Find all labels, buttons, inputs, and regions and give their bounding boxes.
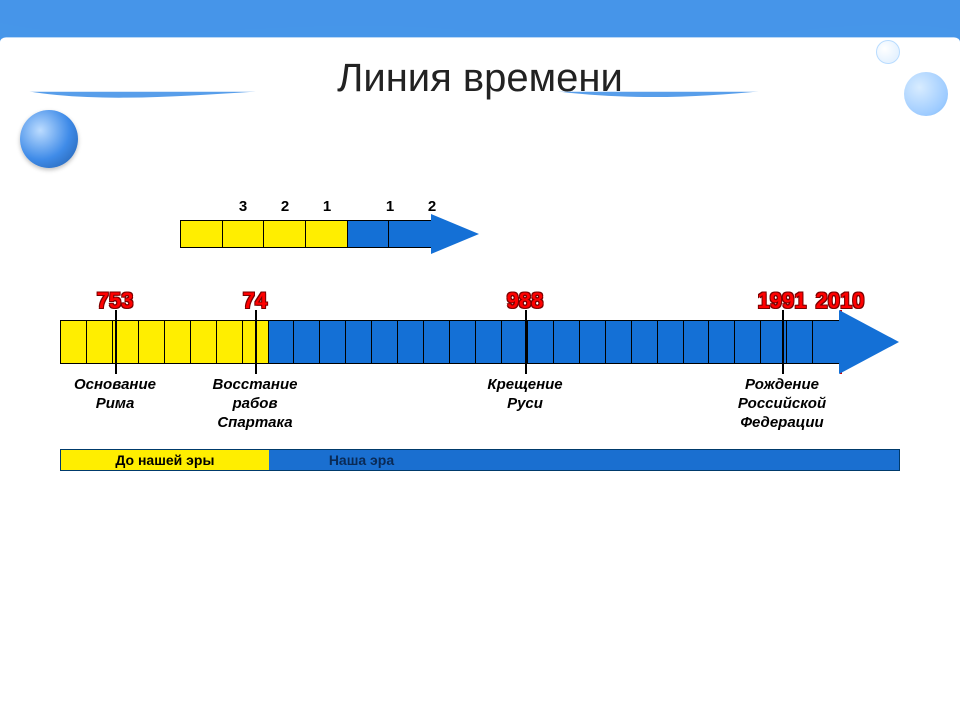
event-mark (115, 310, 117, 374)
big-seg-blue (580, 321, 606, 363)
big-seg-blue (320, 321, 346, 363)
big-seg-blue (709, 321, 735, 363)
big-arrow-head (839, 310, 899, 374)
era-segment: До нашей эры (61, 450, 269, 470)
big-seg-blue (606, 321, 632, 363)
page-title: Линия времени (0, 56, 960, 101)
small-arrow-head (431, 214, 479, 254)
event-label: КрещениеРуси (487, 376, 562, 414)
big-seg-yellow (165, 321, 191, 363)
big-seg-blue (346, 321, 372, 363)
big-seg-yellow (139, 321, 165, 363)
big-seg-blue (502, 321, 528, 363)
big-seg-blue (398, 321, 424, 363)
event-label: РождениеРоссийскойФедерации (738, 376, 826, 432)
era-bar: До нашей эрыНаша эра (60, 449, 900, 471)
era-segment: Наша эра (269, 450, 899, 470)
timeline-diagram: 32112 7537498819912010 ОснованиеРимаВосс… (60, 220, 930, 471)
big-seg-blue (658, 321, 684, 363)
small-seg-blue (389, 221, 431, 247)
small-seg-yellow (181, 221, 223, 247)
small-tick-label: 1 (323, 198, 331, 215)
small-timeline: 32112 (180, 220, 480, 260)
big-seg-blue (294, 321, 320, 363)
big-seg-blue (450, 321, 476, 363)
decorative-sphere-large (20, 110, 78, 168)
big-seg-blue (269, 321, 295, 363)
small-seg-yellow (306, 221, 348, 247)
big-seg-blue (787, 321, 813, 363)
big-seg-yellow (217, 321, 243, 363)
big-seg-blue (476, 321, 502, 363)
big-seg-blue (424, 321, 450, 363)
event-mark (255, 310, 257, 374)
big-seg-blue (813, 321, 839, 363)
big-seg-blue (372, 321, 398, 363)
big-seg-blue (632, 321, 658, 363)
big-seg-yellow (113, 321, 139, 363)
small-tick-label: 2 (281, 198, 289, 215)
event-label: ВосстаниерабовСпартака (213, 376, 298, 432)
small-seg-yellow (223, 221, 265, 247)
small-tick-label: 3 (239, 198, 247, 215)
event-mark (525, 310, 527, 374)
small-tick-label: 2 (428, 198, 436, 215)
small-seg-blue (348, 221, 390, 247)
small-tick-label: 1 (386, 198, 394, 215)
small-seg-yellow (264, 221, 306, 247)
big-seg-blue (554, 321, 580, 363)
big-seg-blue (528, 321, 554, 363)
event-label: ОснованиеРима (74, 376, 156, 414)
big-timeline: 7537498819912010 ОснованиеРимаВосстаниер… (60, 320, 900, 364)
big-seg-yellow (87, 321, 113, 363)
event-mark (782, 310, 784, 374)
big-seg-blue (684, 321, 710, 363)
big-seg-yellow (191, 321, 217, 363)
big-seg-blue (735, 321, 761, 363)
big-seg-yellow (61, 321, 87, 363)
